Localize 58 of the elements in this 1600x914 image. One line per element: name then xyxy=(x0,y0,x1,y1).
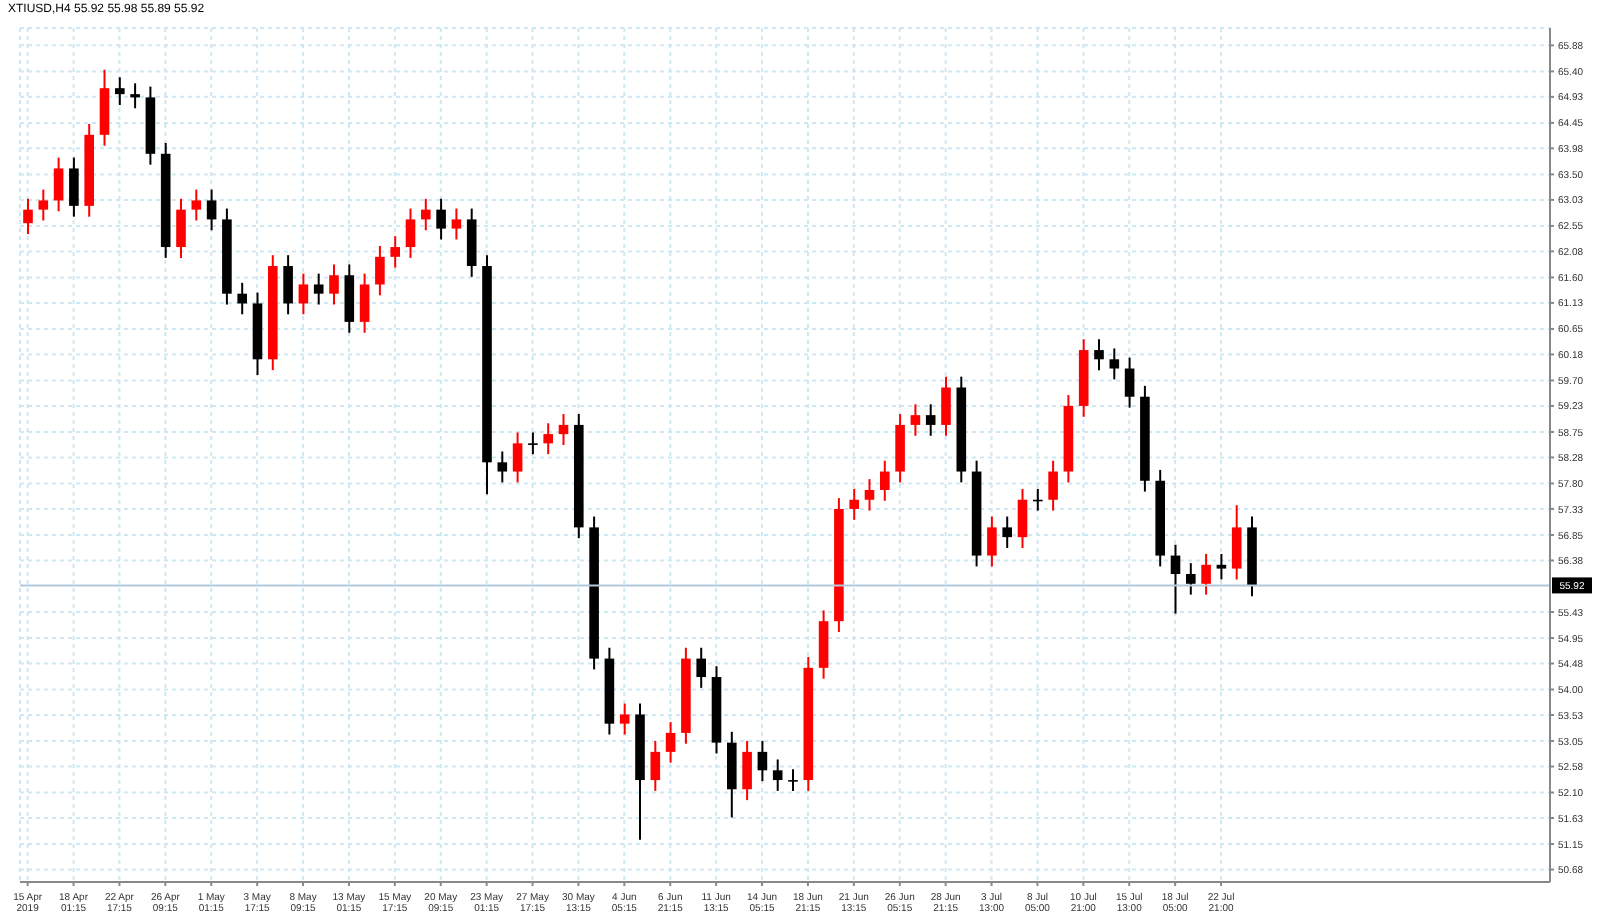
candlestick xyxy=(696,646,706,689)
candlestick xyxy=(1109,347,1120,381)
candlestick xyxy=(818,609,829,680)
candlestick xyxy=(359,272,370,334)
candlestick xyxy=(619,702,630,736)
candlestick xyxy=(941,375,951,437)
candlestick xyxy=(1048,459,1058,512)
candlestick xyxy=(436,197,446,241)
candlestick xyxy=(895,413,905,484)
candlestick xyxy=(849,487,859,521)
candlestick xyxy=(344,263,355,334)
candlestick xyxy=(375,244,385,297)
candlestick xyxy=(99,68,110,147)
candlestick xyxy=(451,207,462,241)
candlestick xyxy=(558,413,569,446)
candlestick xyxy=(788,768,798,792)
candlestick xyxy=(757,740,768,783)
candlestick xyxy=(313,272,324,306)
candlestick xyxy=(650,740,661,792)
candlestick xyxy=(880,459,890,502)
candlestick xyxy=(1124,356,1135,409)
candlestick xyxy=(528,431,538,456)
candlestick xyxy=(466,207,477,278)
candlestick xyxy=(53,156,64,213)
candlestick xyxy=(727,730,737,819)
candlestick xyxy=(38,188,49,222)
candlestick xyxy=(1002,515,1012,549)
candlestick xyxy=(421,197,431,232)
candlestick xyxy=(1231,504,1242,581)
candlestick xyxy=(1017,487,1028,549)
candlestick xyxy=(191,188,202,222)
candlestick xyxy=(390,235,400,269)
candlestick xyxy=(772,758,783,792)
candlestick xyxy=(543,422,553,456)
candlestick xyxy=(298,272,309,316)
candlestick xyxy=(512,431,523,484)
candlestick xyxy=(864,478,875,512)
candlestick xyxy=(130,82,140,110)
candlestick xyxy=(987,515,997,568)
candlestick xyxy=(405,207,416,259)
candlestick xyxy=(1094,338,1104,372)
candlestick xyxy=(329,263,339,306)
candlestick xyxy=(497,450,508,484)
candlestick xyxy=(1201,552,1211,596)
candlestick xyxy=(283,254,293,316)
candlestick xyxy=(1170,543,1181,615)
candlestick xyxy=(742,740,752,802)
candlestick xyxy=(665,721,676,764)
candlestick xyxy=(206,188,217,232)
candlestick xyxy=(69,156,79,218)
candlestick xyxy=(925,403,936,437)
candlestick xyxy=(1216,552,1227,581)
candlestick xyxy=(237,281,247,316)
candlestick xyxy=(176,197,186,259)
candlestick xyxy=(910,403,921,437)
candlestick xyxy=(115,76,125,106)
candlestick xyxy=(23,197,33,236)
candlestick xyxy=(1186,562,1196,596)
